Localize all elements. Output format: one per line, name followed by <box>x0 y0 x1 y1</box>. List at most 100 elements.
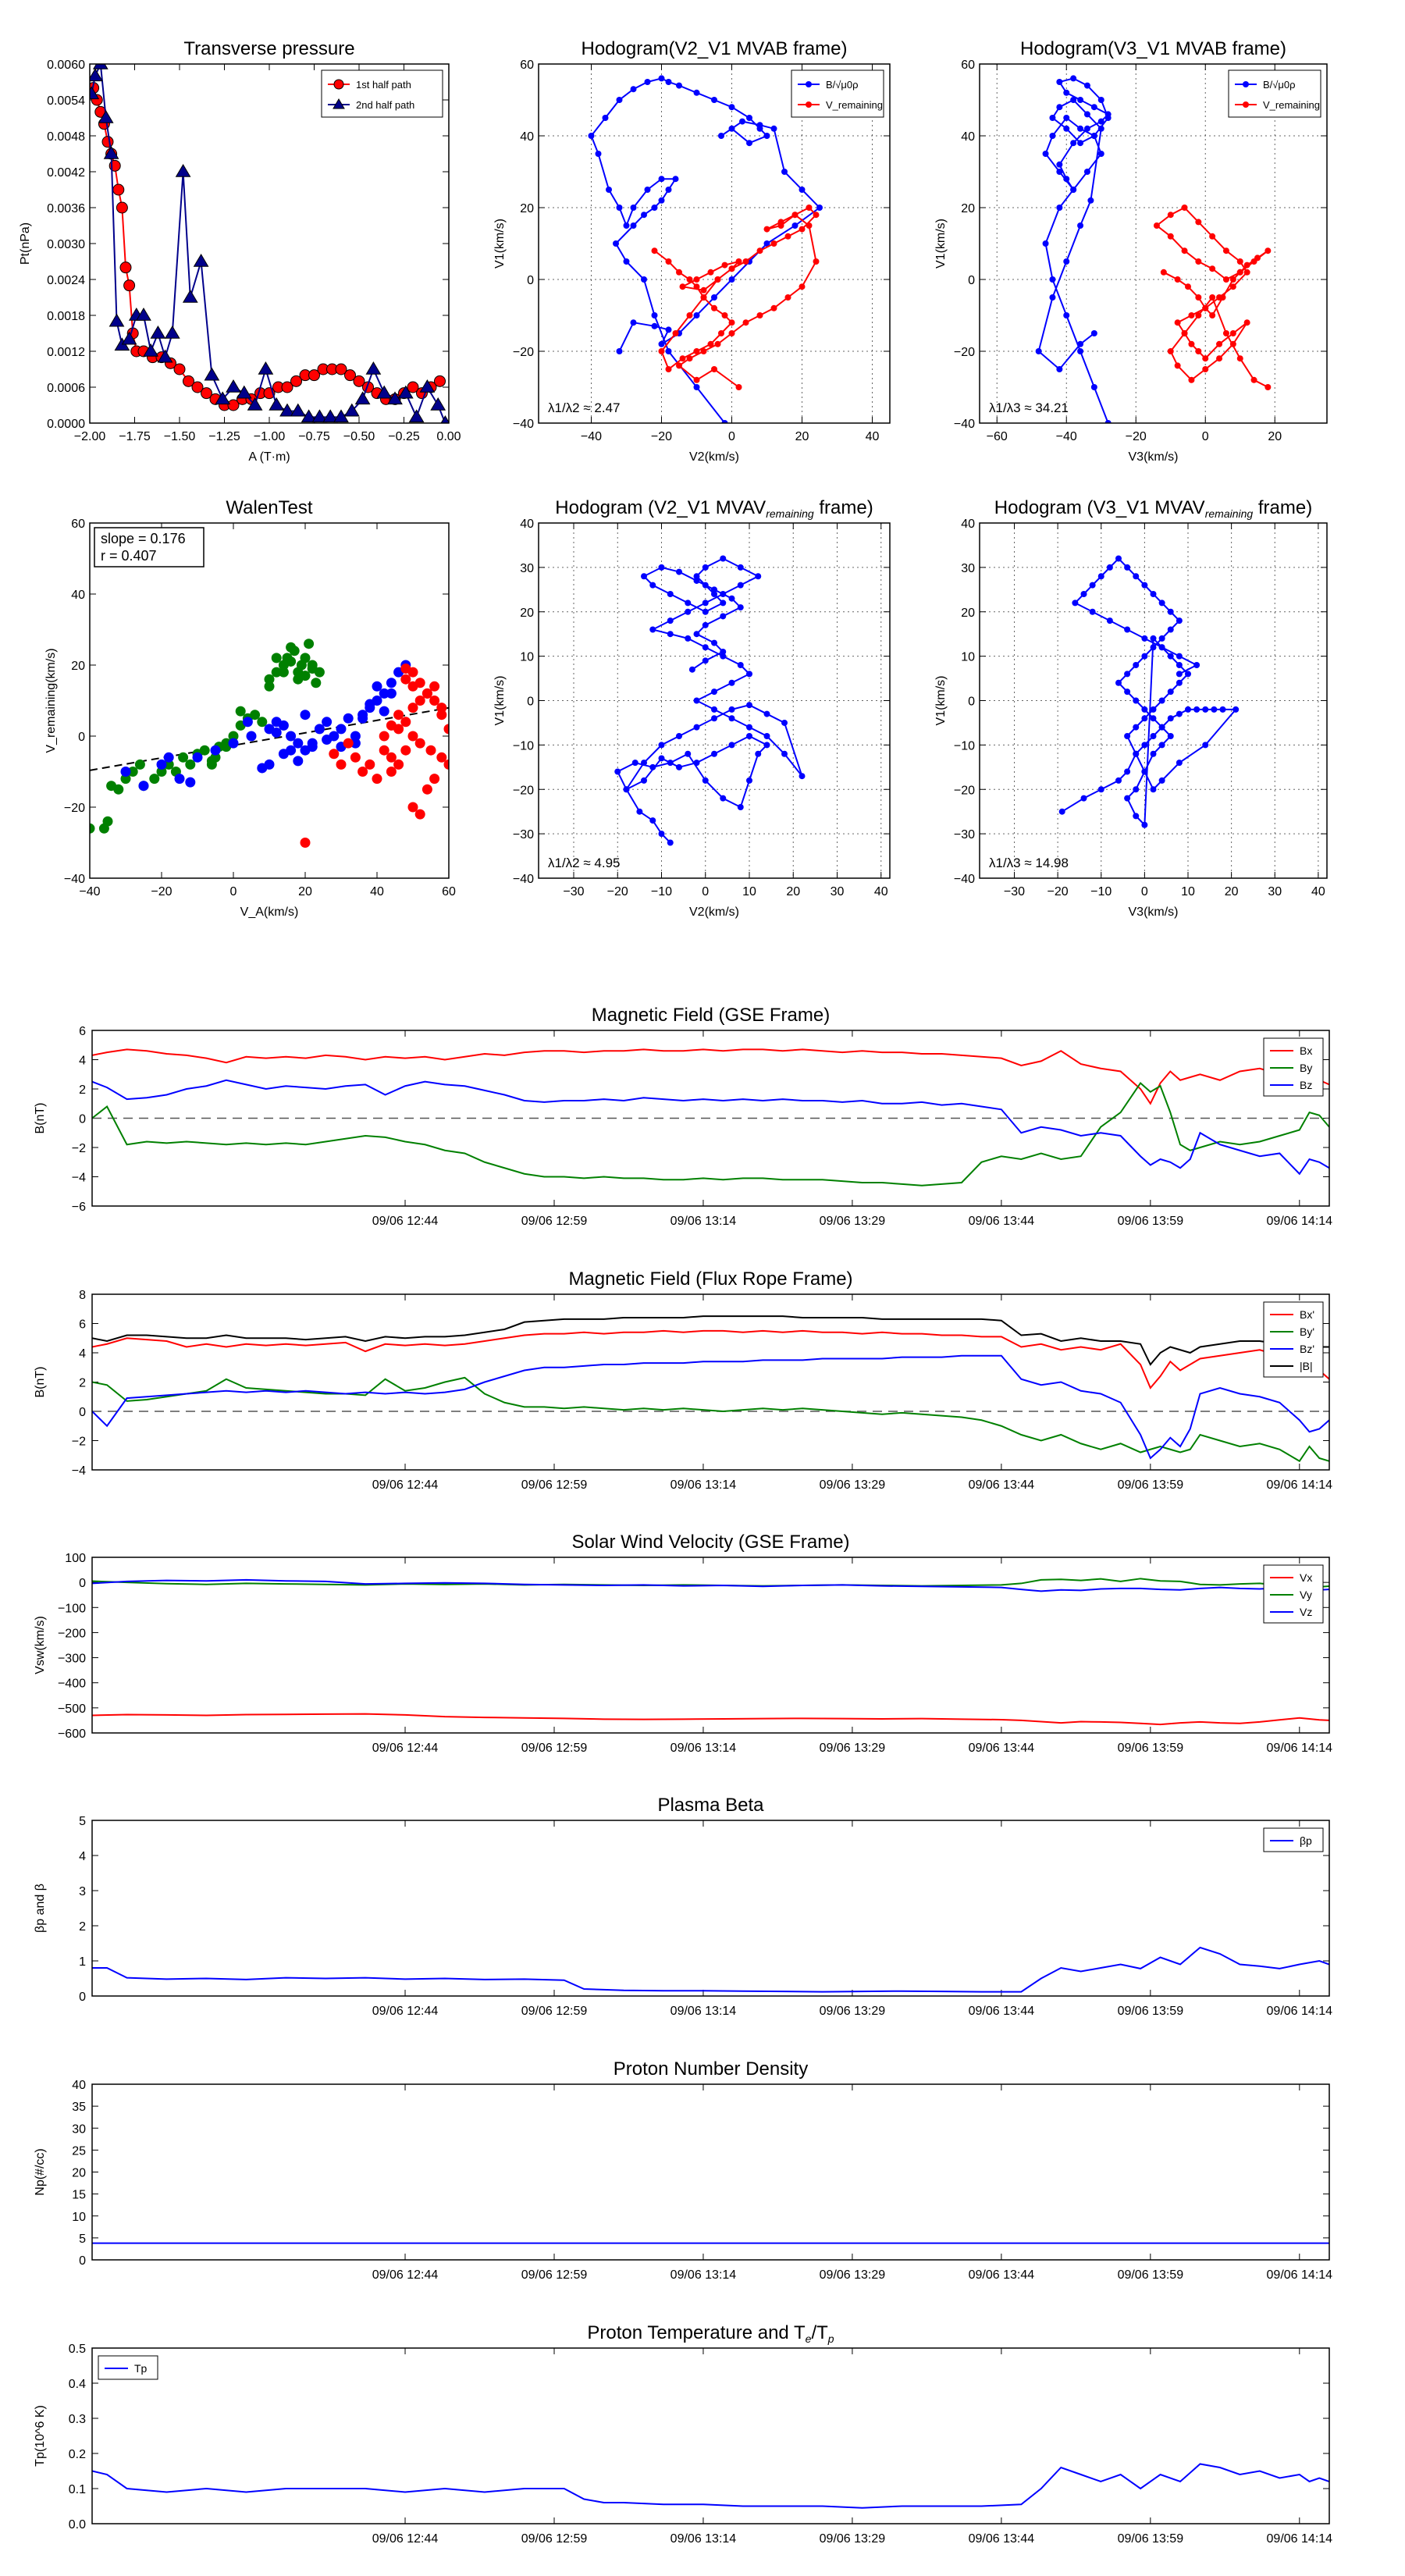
data-point <box>1097 118 1104 125</box>
x-tick-label: −1.50 <box>164 430 196 443</box>
data-point <box>236 385 252 399</box>
data-point <box>718 330 724 336</box>
data-point <box>123 279 136 292</box>
data-point <box>314 667 325 678</box>
data-point <box>667 839 674 846</box>
data-point <box>314 724 325 735</box>
data-point <box>407 802 418 813</box>
y-tick-label: 60 <box>520 59 534 72</box>
y-tick-label: −20 <box>513 346 534 359</box>
data-point <box>644 79 651 85</box>
annotation: λ1/λ2 ≈ 4.95 <box>548 856 621 870</box>
data-point <box>588 133 595 139</box>
data-point <box>156 767 167 777</box>
data-point <box>407 703 418 713</box>
data-point <box>1049 294 1056 301</box>
data-point <box>98 110 114 123</box>
data-point <box>651 205 658 211</box>
y-tick-label: 0 <box>527 696 534 709</box>
data-point <box>1063 312 1070 318</box>
data-point <box>1222 247 1229 254</box>
data-point <box>1167 626 1174 633</box>
y-tick-label: −40 <box>513 873 534 886</box>
data-point <box>658 564 665 571</box>
x-tick-label: −60 <box>987 430 1008 443</box>
data-point <box>250 710 261 720</box>
series-line <box>92 1048 1329 1105</box>
data-point <box>1133 813 1140 820</box>
data-point <box>672 330 679 336</box>
x-tick-label: −20 <box>151 885 172 898</box>
series-line <box>1037 77 1110 423</box>
data-point <box>143 343 159 357</box>
x-tick-label: 09/06 13:14 <box>670 2268 737 2282</box>
chart-title: Transverse pressure <box>183 38 354 59</box>
legend-label: 1st half path <box>356 79 411 91</box>
data-point <box>1188 312 1195 318</box>
data-point <box>685 600 692 607</box>
data-point <box>1133 573 1140 580</box>
data-point <box>279 403 295 417</box>
data-point <box>1056 169 1063 175</box>
data-point <box>112 183 125 196</box>
y-tick-label: 0 <box>79 1577 86 1590</box>
data-point <box>1083 169 1090 175</box>
data-point <box>379 706 389 717</box>
data-point <box>1070 97 1077 103</box>
data-point <box>735 258 742 265</box>
plot-area <box>90 639 449 848</box>
data-point <box>714 340 721 347</box>
data-point <box>246 731 257 742</box>
y-tick-label: 20 <box>520 202 534 215</box>
data-point <box>407 731 418 742</box>
data-point <box>721 420 728 423</box>
legend-label: 2nd half path <box>356 99 414 111</box>
data-point <box>1150 644 1157 651</box>
x-tick-label: −30 <box>1004 885 1025 898</box>
x-tick-label: 09/06 12:59 <box>521 1215 588 1228</box>
data-point <box>1077 125 1084 132</box>
data-point <box>799 187 806 193</box>
plot-area <box>92 1946 1329 1993</box>
data-point <box>770 240 777 247</box>
y-tick-label: 0 <box>79 2254 86 2268</box>
data-point <box>1158 644 1165 651</box>
data-point <box>649 763 656 770</box>
data-point <box>693 384 700 390</box>
y-tick-label: 60 <box>71 518 85 531</box>
y-tick-label: 20 <box>520 607 534 620</box>
data-point <box>614 768 621 775</box>
data-point <box>702 564 709 571</box>
data-point <box>676 568 682 575</box>
data-point <box>192 752 203 763</box>
data-point <box>1087 197 1094 204</box>
y-axis-label: Tp(10^6 K) <box>34 2405 47 2467</box>
data-point <box>728 125 735 132</box>
data-point <box>623 258 630 265</box>
data-point <box>1195 312 1202 318</box>
data-point <box>1243 262 1250 269</box>
data-point <box>1250 258 1257 265</box>
data-point <box>1185 671 1191 678</box>
legend: βp <box>1263 1827 1324 1852</box>
data-point <box>354 391 371 405</box>
data-point <box>286 656 297 667</box>
y-tick-label: −100 <box>58 1602 86 1615</box>
data-point <box>286 745 297 756</box>
y-tick-label: 6 <box>79 1025 86 1038</box>
proton-number-density-chart: Proton Number Density 09/06 12:44 09/06 12… <box>34 2058 1332 2282</box>
x-tick-label: −0.50 <box>343 430 375 443</box>
hodogram-v2-v1-mvav-chart: Hodogram (V2_V1 MVAVremaining frame) −30 −… <box>493 497 891 919</box>
data-point <box>1049 133 1056 139</box>
x-tick-label: 60 <box>442 885 456 898</box>
data-point <box>693 573 700 580</box>
data-point <box>711 97 717 103</box>
data-point <box>1097 125 1104 132</box>
y-axis-label: V1(km/s) <box>493 219 507 269</box>
data-point <box>693 283 700 290</box>
data-point <box>269 397 285 411</box>
data-point <box>685 750 692 757</box>
data-point <box>163 752 174 763</box>
y-tick-label: 0.0036 <box>47 202 85 215</box>
